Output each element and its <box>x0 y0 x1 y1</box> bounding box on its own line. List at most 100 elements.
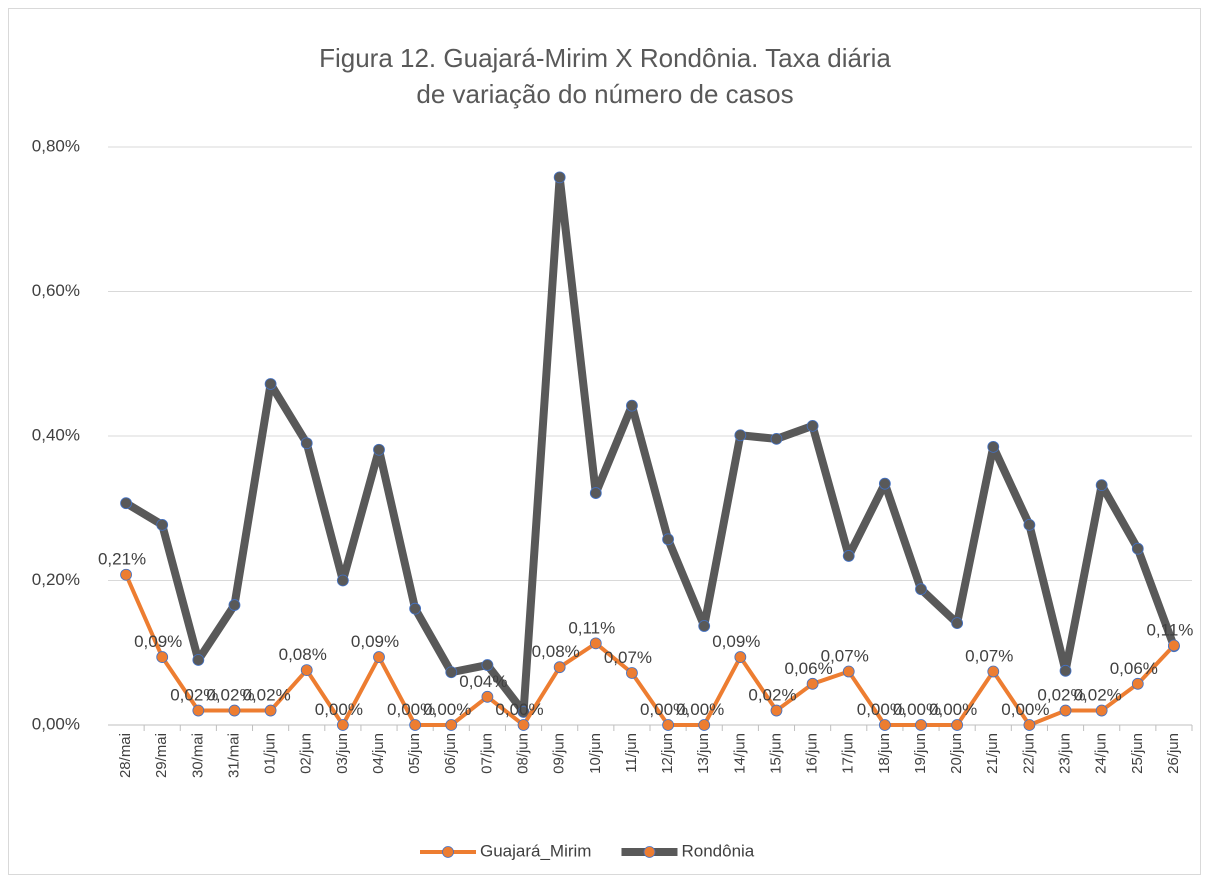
point <box>806 419 819 432</box>
point <box>156 518 169 531</box>
data-label: 0,09% <box>351 632 399 651</box>
data-label: 0,02% <box>748 686 796 705</box>
x-tick-label: 02/jun <box>298 733 315 774</box>
point <box>1059 664 1072 677</box>
x-tick-label: 06/jun <box>442 733 459 774</box>
point <box>662 533 674 546</box>
point <box>120 568 132 581</box>
point <box>626 667 638 679</box>
point <box>915 583 927 596</box>
point <box>409 602 422 615</box>
data-label: 0,02% <box>1074 686 1122 705</box>
point <box>915 719 927 731</box>
x-tick-label: 16/jun <box>804 733 821 774</box>
point <box>1059 704 1072 717</box>
data-label: 0,07% <box>965 647 1013 666</box>
point <box>553 171 566 184</box>
x-tick-label: 26/jun <box>1165 733 1182 774</box>
x-tick-label: 28/mai <box>117 733 134 778</box>
chart-border <box>8 8 1201 875</box>
point <box>987 440 1000 453</box>
series-line <box>124 173 1178 716</box>
legend-label: Rondônia <box>681 841 754 860</box>
data-label: 0,11% <box>1146 621 1193 640</box>
data-label: 0,06% <box>784 659 832 678</box>
chart-title: Figura 12. Guajará-Mirim X Rondônia. Tax… <box>319 43 891 109</box>
point <box>336 719 349 731</box>
x-tick-label: 08/jun <box>515 733 532 774</box>
x-tick-label: 17/jun <box>840 733 857 774</box>
data-label: 0,06% <box>1110 659 1158 678</box>
point <box>878 719 891 731</box>
x-tick-label: 09/jun <box>551 733 568 774</box>
x-tick-label: 12/jun <box>659 733 676 774</box>
point <box>662 719 674 731</box>
x-tick-label: 04/jun <box>370 733 387 774</box>
y-tick-label: 0,00% <box>32 714 80 733</box>
point <box>589 487 602 499</box>
data-label: 0,04% <box>459 672 507 691</box>
point <box>517 706 530 718</box>
point <box>770 704 783 717</box>
point <box>192 654 205 666</box>
point <box>373 651 385 663</box>
point <box>1131 542 1144 555</box>
x-tick-label: 07/jun <box>478 733 495 774</box>
x-tick-label: 13/jun <box>695 733 712 774</box>
legend-marker <box>643 846 656 858</box>
point <box>698 620 711 632</box>
point <box>626 399 638 412</box>
x-tick-label: 25/jun <box>1129 733 1146 774</box>
x-tick-label: 31/mai <box>225 733 242 778</box>
data-label: 0,02% <box>242 686 290 705</box>
x-tick-label: 03/jun <box>334 733 351 774</box>
point <box>300 437 313 450</box>
x-tick-label: 10/jun <box>587 733 604 774</box>
point <box>734 651 747 663</box>
data-label: 0,00% <box>893 700 941 719</box>
x-tick-label: 20/jun <box>948 733 965 774</box>
data-label: 0,07% <box>821 647 869 666</box>
data-label: 0,08% <box>279 645 327 664</box>
point <box>878 477 891 490</box>
data-label: 0,02% <box>206 686 254 705</box>
point <box>1095 704 1108 717</box>
point <box>806 677 819 690</box>
point <box>481 659 494 671</box>
data-label: 0,02% <box>1037 686 1085 705</box>
x-tick-label: 11/jun <box>623 733 640 773</box>
data-label: 0,00% <box>387 700 435 719</box>
x-tick-label: 22/jun <box>1020 733 1037 774</box>
point <box>1131 677 1144 690</box>
data-label: 0,00% <box>857 700 905 719</box>
point <box>842 665 855 678</box>
data-label: 0,00% <box>676 700 724 719</box>
y-tick-label: 0,20% <box>32 570 80 589</box>
data-label: 0,09% <box>134 632 182 651</box>
point <box>264 378 277 390</box>
point <box>228 599 241 611</box>
point <box>770 432 783 445</box>
x-tick-label: 01/jun <box>262 733 279 774</box>
data-label: 0,00% <box>423 700 471 719</box>
point <box>987 665 1000 678</box>
point <box>192 704 205 717</box>
y-tick-label: 0,80% <box>32 136 80 155</box>
data-label: 0,00% <box>640 700 688 719</box>
x-tick-label: 21/jun <box>984 733 1001 774</box>
x-tick-label: 15/jun <box>767 733 784 774</box>
legend-marker <box>442 846 454 858</box>
point <box>517 719 530 731</box>
data-label: 0,08% <box>532 642 580 661</box>
point <box>445 719 458 731</box>
x-tick-label: 23/jun <box>1057 733 1074 774</box>
data-label: 0,00% <box>1001 700 1049 719</box>
series-line <box>124 573 1176 727</box>
x-tick-label: 14/jun <box>731 733 748 774</box>
x-tick-label: 19/jun <box>912 733 929 774</box>
point <box>842 550 855 562</box>
data-label: 0,21% <box>98 550 146 569</box>
point <box>734 429 747 442</box>
